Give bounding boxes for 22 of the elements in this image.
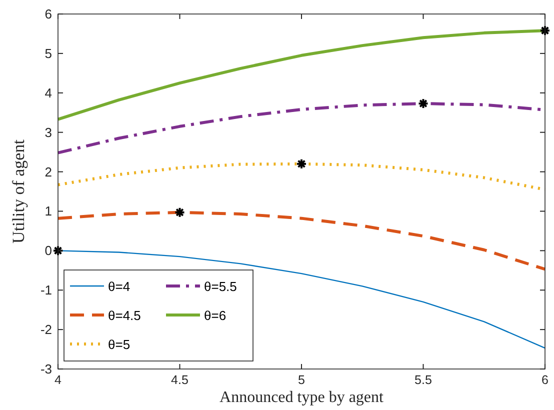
y-tick-label: 3 bbox=[44, 124, 52, 140]
y-tick-label: -1 bbox=[40, 282, 52, 298]
x-tick-label: 5.5 bbox=[414, 373, 432, 387]
legend-label: θ=5 bbox=[108, 337, 130, 352]
legend-label: θ=5.5 bbox=[204, 279, 237, 294]
legend-label: θ=6 bbox=[204, 308, 226, 323]
y-tick-label: 0 bbox=[44, 243, 52, 258]
y-tick-label: 4 bbox=[44, 85, 52, 100]
x-tick-label: 5 bbox=[298, 373, 306, 387]
y-tick-label: 5 bbox=[44, 46, 52, 61]
x-tick-label: 4 bbox=[54, 373, 62, 387]
x-axis-title: Announced type by agent bbox=[220, 389, 384, 406]
x-tick-label: 4.5 bbox=[171, 373, 188, 387]
y-tick-label: 1 bbox=[44, 204, 52, 219]
y-tick-label: -3 bbox=[40, 362, 52, 376]
legend-label: θ=4.5 bbox=[108, 308, 141, 323]
y-tick-label: 2 bbox=[44, 164, 52, 180]
y-tick-label: 6 bbox=[44, 6, 52, 22]
legend-label: θ=4 bbox=[108, 279, 130, 294]
y-axis-title: Utility of agent bbox=[9, 139, 28, 244]
y-tick-label: -2 bbox=[40, 322, 52, 338]
x-tick-label: 6 bbox=[542, 373, 549, 387]
